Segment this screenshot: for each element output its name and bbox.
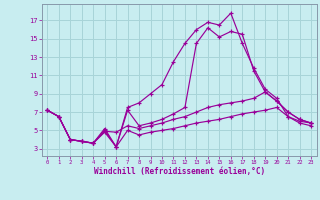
X-axis label: Windchill (Refroidissement éolien,°C): Windchill (Refroidissement éolien,°C) (94, 167, 265, 176)
